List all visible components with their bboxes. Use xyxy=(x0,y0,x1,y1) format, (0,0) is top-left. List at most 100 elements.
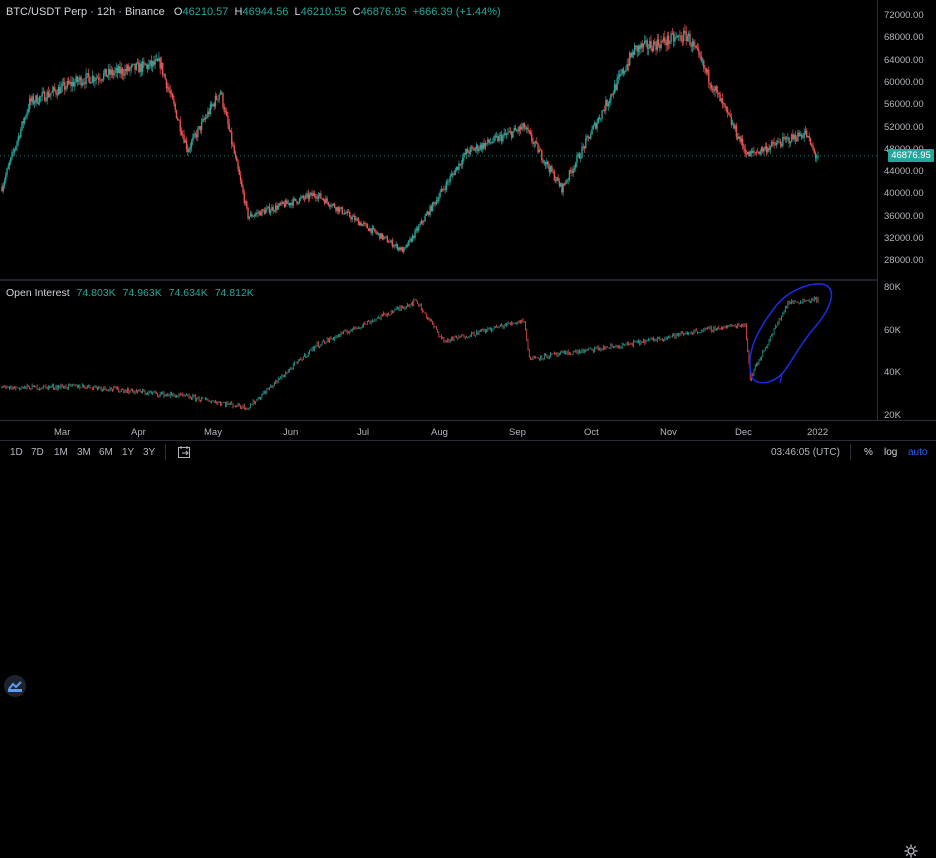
candle-body xyxy=(61,83,63,87)
candle-body xyxy=(490,142,493,144)
candle-body xyxy=(60,86,62,94)
open-interest-title[interactable]: Open Interest xyxy=(6,287,70,299)
candle-body xyxy=(173,99,175,105)
range-1y[interactable]: 1Y xyxy=(122,447,135,458)
open-interest-pane[interactable]: Open Interest 74.803K 74.963K 74.634K 74… xyxy=(0,282,877,697)
candle-body xyxy=(355,218,357,221)
range-3y[interactable]: 3Y xyxy=(143,447,156,458)
candle-body xyxy=(87,73,90,78)
candle-body xyxy=(408,240,410,246)
candle-body xyxy=(32,96,35,104)
candle-body xyxy=(41,92,43,97)
candle-body xyxy=(158,58,160,62)
close-key: C xyxy=(352,6,361,18)
candle-body xyxy=(708,69,710,83)
candle-body xyxy=(593,122,596,126)
candle-body xyxy=(647,48,650,49)
range-7d[interactable]: 7D xyxy=(31,447,44,458)
candle-body xyxy=(435,200,438,205)
price-pane[interactable]: BTC/USDT Perp · 12h · Binance O46210.57 … xyxy=(0,0,877,279)
gear-icon[interactable] xyxy=(904,844,918,858)
log-toggle[interactable]: log xyxy=(884,447,898,458)
candle-body xyxy=(507,132,509,135)
candle-body xyxy=(424,216,426,222)
candle-body xyxy=(306,193,308,195)
candle-body xyxy=(234,153,237,157)
candle-body xyxy=(286,200,288,204)
candle-body xyxy=(222,93,224,107)
open-interest-legend: Open Interest 74.803K 74.963K 74.634K 74… xyxy=(6,287,254,299)
candle-body xyxy=(50,92,52,95)
candle-body xyxy=(190,141,193,148)
open-interest-chart[interactable] xyxy=(0,282,877,420)
candle-body xyxy=(344,212,346,215)
range-6m[interactable]: 6M xyxy=(99,447,113,458)
candle-body xyxy=(224,111,227,113)
candle-body xyxy=(164,74,166,80)
candle-body xyxy=(505,134,508,135)
candle-body xyxy=(85,73,87,85)
utc-clock[interactable]: 03:46:05 (UTC) xyxy=(771,447,840,458)
symbol-title[interactable]: BTC/USDT Perp · 12h · Binance xyxy=(6,6,165,18)
candle-body xyxy=(485,143,488,144)
candlestick-chart[interactable] xyxy=(0,0,877,279)
candle-body xyxy=(800,134,803,138)
candle-body xyxy=(473,148,475,151)
candle-body xyxy=(585,138,587,149)
candle-body xyxy=(92,76,95,82)
candle-body xyxy=(114,70,116,74)
go-to-date-icon[interactable] xyxy=(178,446,191,458)
candle-body xyxy=(161,62,164,75)
candle-body xyxy=(118,66,120,73)
candle-body xyxy=(597,117,600,123)
candle-body xyxy=(559,183,562,186)
candle-body xyxy=(239,174,242,181)
candle-body xyxy=(552,171,554,173)
candle-body xyxy=(503,133,505,136)
tradingview-logo[interactable] xyxy=(4,675,26,697)
candle-body xyxy=(611,94,613,96)
candle-body xyxy=(556,177,558,181)
candle-body xyxy=(16,141,18,147)
candle-body xyxy=(395,244,397,246)
range-1m[interactable]: 1M xyxy=(54,447,68,458)
candle-body xyxy=(474,148,476,151)
oi-tick-label: 80K xyxy=(884,282,901,293)
candle-body xyxy=(192,137,194,142)
candle-body xyxy=(282,201,284,204)
auto-toggle[interactable]: auto xyxy=(908,447,928,458)
range-1d[interactable]: 1D xyxy=(10,447,23,458)
candle-body xyxy=(189,147,192,150)
low-key: L xyxy=(294,6,301,18)
candle-body xyxy=(198,126,200,129)
time-axis[interactable]: Mar Apr May Jun Jul Aug Sep Oct Nov Dec 2022 xyxy=(0,420,936,858)
candle-body xyxy=(360,222,362,226)
candle-body xyxy=(720,98,723,102)
candle-body xyxy=(434,202,436,205)
candle-body xyxy=(8,162,11,167)
percent-toggle[interactable]: % xyxy=(864,447,873,458)
candle-body xyxy=(115,67,117,71)
candle-body xyxy=(621,69,623,75)
candle-body xyxy=(125,68,127,72)
candle-body xyxy=(700,56,702,61)
pane-separator[interactable] xyxy=(0,279,877,281)
candle-body xyxy=(135,63,138,70)
candle-body xyxy=(775,142,778,146)
candle-body xyxy=(387,242,390,244)
candle-body xyxy=(562,183,564,193)
candle-body xyxy=(462,157,464,165)
price-scale[interactable]: 72000.00 68000.00 64000.00 60000.00 56000.00… xyxy=(877,0,936,421)
range-3m[interactable]: 3M xyxy=(77,447,91,458)
candle-body xyxy=(718,92,720,94)
candle-body xyxy=(724,104,726,107)
candle-body xyxy=(277,205,279,210)
candle-body xyxy=(779,142,782,145)
candle-body xyxy=(310,192,312,195)
oi-value-3: 74.634K xyxy=(168,287,208,299)
candle-body xyxy=(499,134,502,136)
candle-body xyxy=(376,233,379,235)
candle-body xyxy=(587,136,589,137)
candle-body xyxy=(726,108,729,113)
candle-body xyxy=(516,130,518,131)
